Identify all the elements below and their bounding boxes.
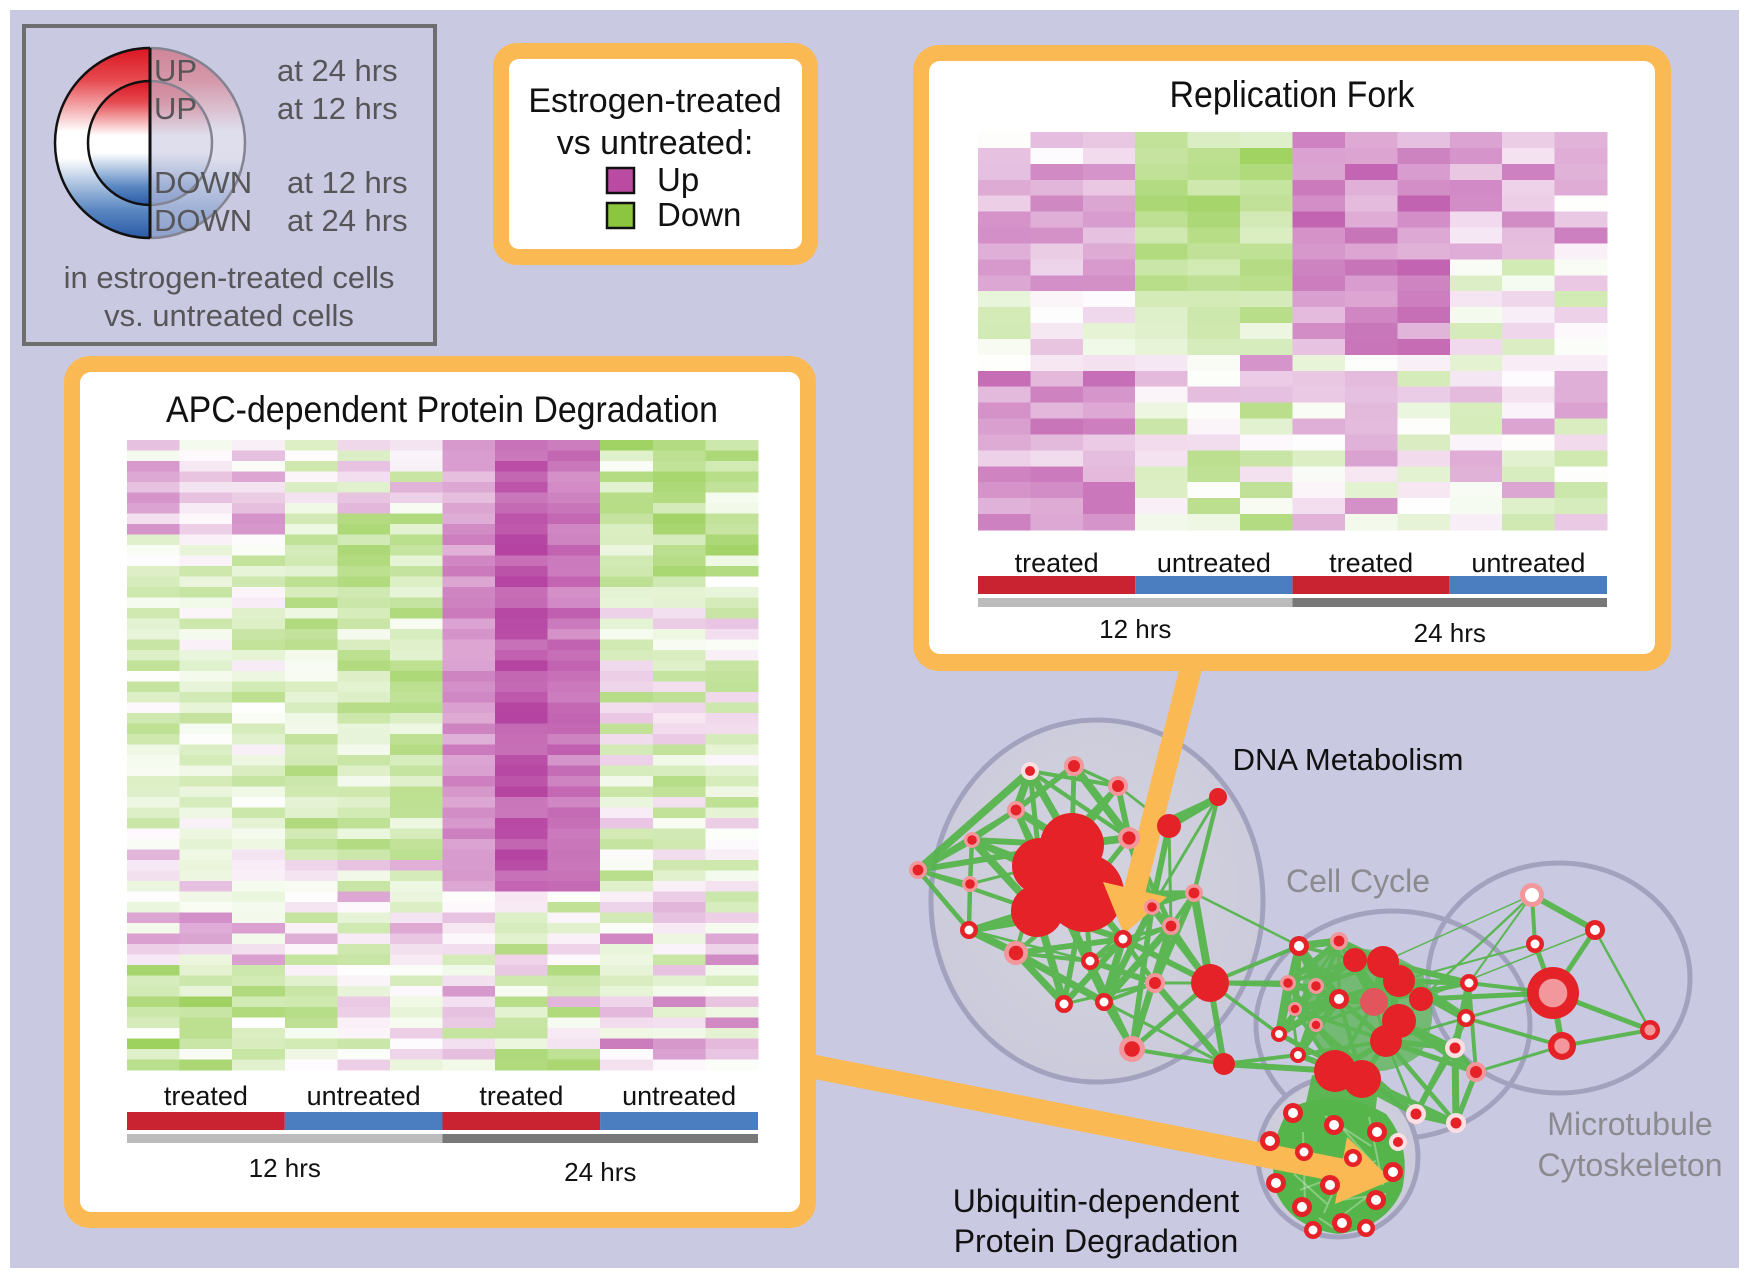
- svg-text:DOWN: DOWN: [154, 165, 252, 200]
- svg-text:at 24 hrs: at 24 hrs: [277, 53, 398, 88]
- svg-text:Estrogen-treated: Estrogen-treated: [528, 82, 781, 120]
- svg-text:at 12 hrs: at 12 hrs: [277, 91, 398, 126]
- svg-text:DNA Metabolism: DNA Metabolism: [1233, 742, 1464, 777]
- svg-text:Down: Down: [657, 196, 741, 233]
- svg-text:Microtubule: Microtubule: [1547, 1106, 1712, 1142]
- svg-text:UP: UP: [154, 53, 197, 88]
- svg-text:vs untreated:: vs untreated:: [557, 124, 754, 162]
- svg-text:vs. untreated cells: vs. untreated cells: [104, 298, 354, 333]
- svg-text:untreated: untreated: [307, 1081, 421, 1111]
- svg-text:untreated: untreated: [622, 1081, 736, 1111]
- svg-text:Ubiquitin-dependent: Ubiquitin-dependent: [953, 1183, 1240, 1219]
- svg-text:treated: treated: [1329, 548, 1413, 578]
- svg-text:in estrogen-treated cells: in estrogen-treated cells: [64, 260, 395, 295]
- svg-text:DOWN: DOWN: [154, 203, 252, 238]
- svg-text:24 hrs: 24 hrs: [564, 1157, 636, 1187]
- svg-text:treated: treated: [479, 1081, 563, 1111]
- svg-text:at 12 hrs: at 12 hrs: [287, 165, 408, 200]
- svg-text:treated: treated: [164, 1081, 248, 1111]
- svg-text:untreated: untreated: [1157, 548, 1271, 578]
- svg-text:untreated: untreated: [1471, 548, 1585, 578]
- svg-text:24 hrs: 24 hrs: [1414, 618, 1486, 648]
- svg-text:Cytoskeleton: Cytoskeleton: [1538, 1147, 1723, 1183]
- svg-text:Cell Cycle: Cell Cycle: [1286, 863, 1430, 899]
- svg-text:at 24 hrs: at 24 hrs: [287, 203, 408, 238]
- svg-text:APC-dependent Protein Degradat: APC-dependent Protein Degradation: [166, 389, 718, 430]
- svg-text:UP: UP: [154, 91, 197, 126]
- svg-text:12 hrs: 12 hrs: [1099, 614, 1171, 644]
- svg-text:Up: Up: [657, 161, 699, 198]
- svg-text:Protein Degradation: Protein Degradation: [954, 1223, 1239, 1259]
- svg-text:12 hrs: 12 hrs: [249, 1153, 321, 1183]
- svg-text:treated: treated: [1015, 548, 1099, 578]
- svg-text:Replication Fork: Replication Fork: [1170, 74, 1415, 115]
